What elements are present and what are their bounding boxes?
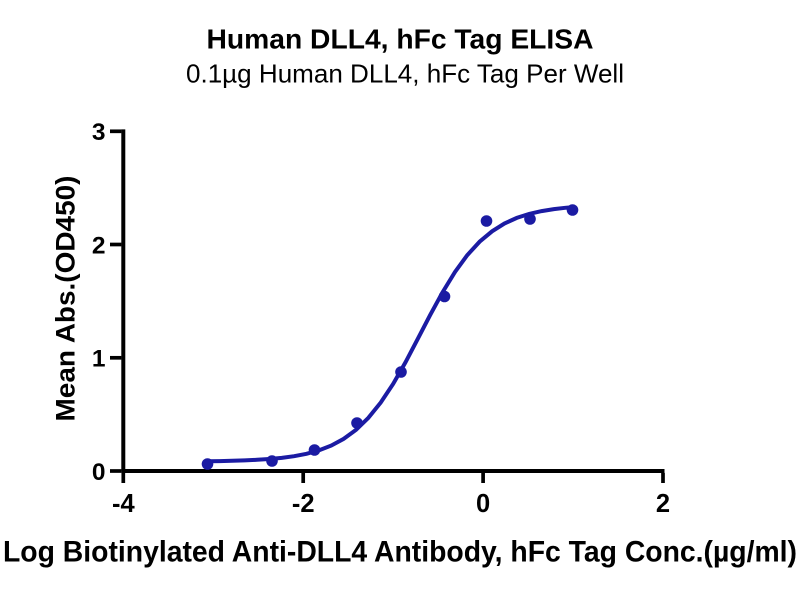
svg-text:0: 0: [92, 459, 106, 486]
svg-text:1: 1: [92, 346, 106, 373]
svg-text:2: 2: [656, 490, 670, 518]
svg-text:Mean Abs.(OD450): Mean Abs.(OD450): [51, 176, 81, 422]
svg-text:3: 3: [92, 119, 106, 146]
svg-text:-4: -4: [112, 490, 135, 518]
svg-text:0.1µg Human DLL4, hFc Tag Per: 0.1µg Human DLL4, hFc Tag Per Well: [186, 59, 624, 89]
svg-text:Human DLL4, hFc Tag ELISA: Human DLL4, hFc Tag ELISA: [207, 24, 594, 55]
svg-text:Log Biotinylated Anti-DLL4 Ant: Log Biotinylated Anti-DLL4 Antibody, hFc…: [3, 536, 797, 569]
svg-text:-2: -2: [292, 490, 315, 518]
svg-text:0: 0: [476, 490, 490, 518]
svg-text:2: 2: [92, 232, 106, 259]
